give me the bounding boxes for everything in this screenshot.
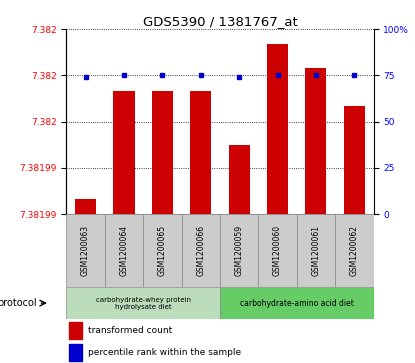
Text: GSM1200063: GSM1200063 — [81, 225, 90, 276]
Bar — [220, 287, 374, 319]
Bar — [344, 106, 365, 214]
Text: carbohydrate-amino acid diet: carbohydrate-amino acid diet — [240, 299, 354, 307]
Bar — [229, 145, 250, 214]
Text: GSM1200059: GSM1200059 — [234, 225, 244, 276]
Bar — [220, 214, 258, 287]
Text: GSM1200060: GSM1200060 — [273, 225, 282, 276]
Bar — [105, 214, 143, 287]
Bar — [297, 214, 335, 287]
Text: percentile rank within the sample: percentile rank within the sample — [88, 348, 241, 357]
Bar — [75, 199, 96, 214]
Text: carbohydrate-whey protein
hydrolysate diet: carbohydrate-whey protein hydrolysate di… — [96, 297, 190, 310]
Bar — [66, 287, 220, 319]
Text: GSM1200062: GSM1200062 — [350, 225, 359, 276]
Text: GSM1200065: GSM1200065 — [158, 225, 167, 276]
Text: GSM1200064: GSM1200064 — [120, 225, 129, 276]
Text: protocol: protocol — [0, 298, 37, 308]
Bar — [190, 91, 211, 214]
Bar — [258, 214, 297, 287]
Title: GDS5390 / 1381767_at: GDS5390 / 1381767_at — [143, 15, 297, 28]
Bar — [69, 322, 82, 339]
Text: GSM1200066: GSM1200066 — [196, 225, 205, 276]
Bar — [181, 214, 220, 287]
Bar — [69, 344, 82, 361]
Bar — [335, 214, 374, 287]
Text: transformed count: transformed count — [88, 326, 172, 335]
Text: GSM1200061: GSM1200061 — [311, 225, 320, 276]
Bar — [113, 91, 134, 214]
Bar — [305, 68, 327, 214]
Bar — [66, 214, 105, 287]
Bar — [152, 91, 173, 214]
Bar — [267, 45, 288, 214]
Bar — [143, 214, 181, 287]
